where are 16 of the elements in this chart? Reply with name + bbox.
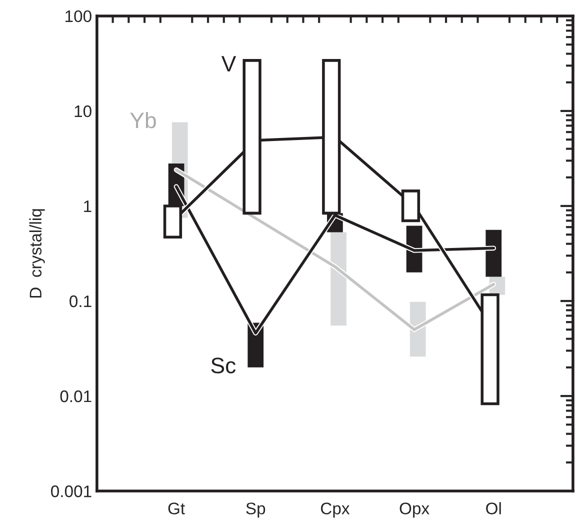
y-tick-label: 10: [74, 105, 92, 118]
x-tick-label: Sp: [246, 502, 266, 518]
y-tick-label: 1: [84, 200, 92, 212]
y-tick-label: 0.001: [51, 485, 92, 498]
annotation: V: [221, 56, 236, 72]
x-tick-label: Gt: [168, 502, 185, 514]
y-axis-title: D crystal/liq: [29, 209, 45, 298]
x-tick-label: Cpx: [320, 502, 350, 518]
bar: [330, 232, 346, 326]
y-tick-label: 0.1: [70, 295, 92, 308]
x-tick-label: Ol: [486, 502, 501, 514]
x-tick-label: Opx: [400, 502, 430, 518]
y-tick-label: 0.01: [60, 390, 92, 402]
annotation: Yb: [130, 112, 156, 128]
annotation: Sc: [211, 358, 236, 374]
y-tick-label: 100: [66, 10, 92, 22]
